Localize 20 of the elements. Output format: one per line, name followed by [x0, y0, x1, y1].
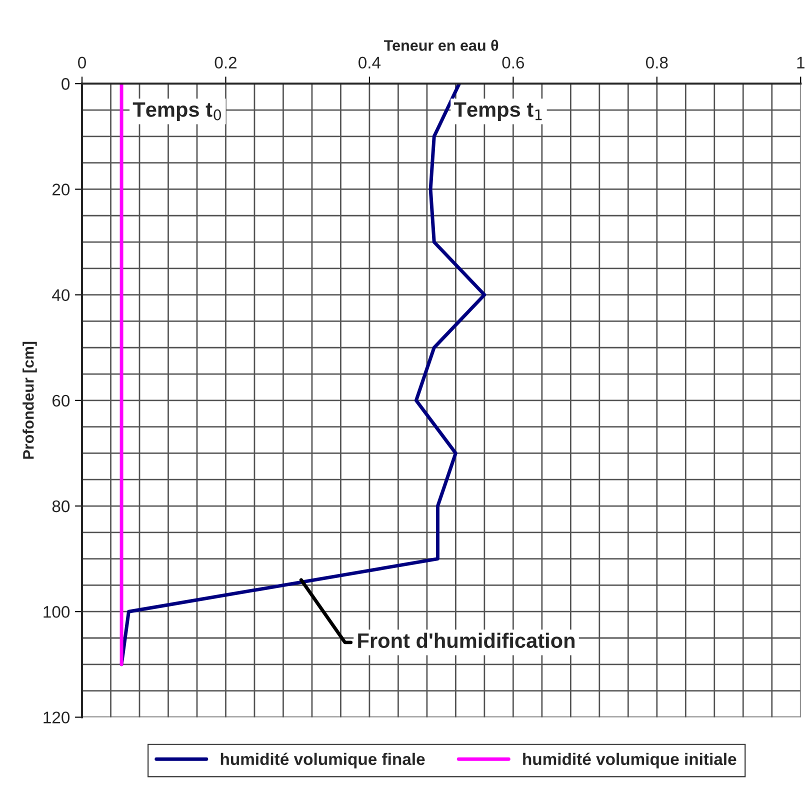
annotation: Temps t$_{0}$	[132, 102, 222, 122]
x-tick-label: 1	[797, 56, 804, 68]
y-tick-label: 0	[62, 78, 70, 90]
x-tick-label: 0	[78, 56, 86, 69]
legend-label: humidité volumique initiale	[523, 752, 736, 768]
x-tick-label: 0.4	[358, 56, 381, 69]
y-tick-label: 120	[44, 712, 70, 724]
y-tick-label: 80	[52, 500, 70, 512]
y-tick-label: 60	[52, 394, 70, 407]
y-axis-title: Profondeur [cm]	[22, 342, 37, 459]
annotation: Temps t$_{1}$	[454, 102, 542, 122]
x-tick-label: 0.8	[646, 56, 668, 69]
x-tick-label: 0.2	[214, 56, 236, 69]
y-tick-label: 100	[44, 606, 70, 618]
y-tick-label: 20	[52, 184, 70, 196]
y-tick-label: 40	[52, 289, 70, 302]
annotation: Front d'humidification	[358, 632, 574, 648]
x-axis-title: Teneur en eau θ	[384, 40, 498, 51]
x-tick-label: 0.6	[502, 56, 524, 69]
legend-label: humidité volumique finale	[220, 752, 425, 768]
